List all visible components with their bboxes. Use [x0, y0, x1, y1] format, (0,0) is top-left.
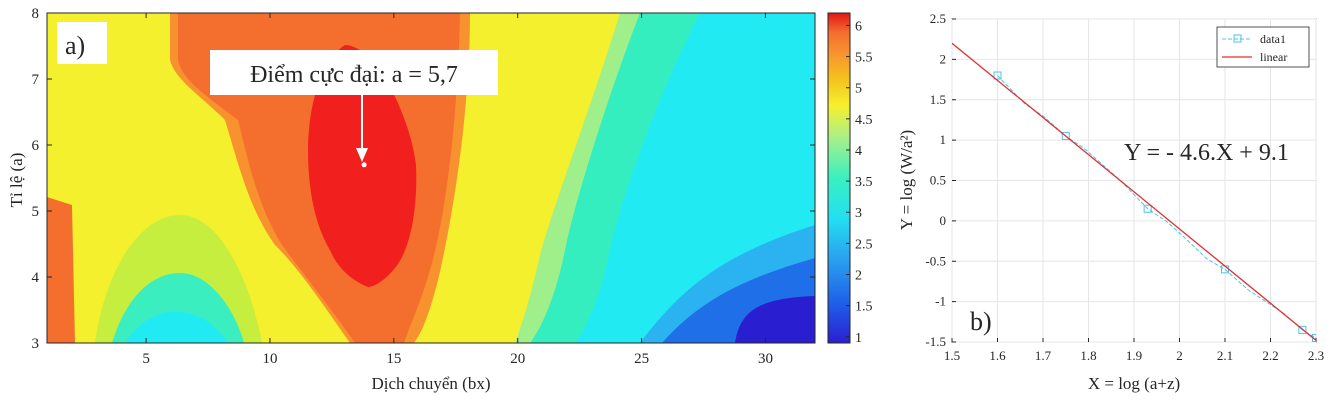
- colorbar-tick-label: 4: [855, 144, 862, 159]
- colorbar-tick-label: 4.5: [855, 113, 873, 128]
- plot-frame-a: [46, 12, 816, 344]
- data-point-data1: [1061, 132, 1070, 141]
- y-tick-label-b: 1.5: [930, 92, 946, 107]
- annotation-arrowhead: [356, 148, 368, 162]
- y-axis-label-a: Tỉ lệ (a): [7, 153, 26, 208]
- legend-marker-data1: [1233, 34, 1242, 43]
- data-point-data1: [1298, 325, 1307, 334]
- annotation-text: Điểm cực đại: a = 5,7: [250, 62, 458, 88]
- y-tick-label-b: 0.5: [930, 173, 946, 188]
- series-line-linear: [952, 42, 1316, 341]
- x-tick-label-a: 15: [386, 351, 401, 367]
- y-tick-label-b: 2.5: [930, 11, 946, 26]
- x-tick-label-b: 1.9: [1126, 348, 1142, 363]
- y-tick-label-a: 3: [32, 336, 40, 352]
- data-point-data1: [993, 71, 1002, 80]
- legend-label-data1: data1: [1260, 32, 1286, 46]
- colorbar-tick-label: 5.5: [855, 51, 873, 66]
- series-b: [952, 42, 1316, 342]
- contour-plot-a: [47, 13, 815, 343]
- x-tick-label-b: 2.1: [1217, 348, 1233, 363]
- x-tick-label-a: 10: [262, 351, 277, 367]
- x-tick-label-b: 1.6: [989, 348, 1006, 363]
- colorbar: [827, 12, 851, 344]
- contour-region-left-edge: [47, 197, 75, 343]
- y-tick-label-a: 8: [32, 6, 40, 22]
- annotation-box: [210, 50, 498, 95]
- x-tick-label-a: 5: [142, 351, 150, 367]
- x-tick-label-b: 1.8: [1080, 348, 1096, 363]
- y-tick-label-b: 2: [940, 51, 947, 66]
- colorbar-tick-label: 2: [855, 269, 862, 284]
- x-tick-label-a: 30: [758, 351, 773, 367]
- x-tick-label-b: 2.3: [1308, 348, 1324, 363]
- colorbar-tick-label: 3: [855, 206, 862, 221]
- y-tick-label-a: 4: [32, 270, 40, 286]
- colorbar-tick-label: 1.5: [855, 300, 873, 315]
- colorbar-tick-label: 2.5: [855, 237, 873, 252]
- y-tick-label-a: 5: [32, 204, 40, 220]
- x-tick-label-b: 1.7: [1035, 348, 1052, 363]
- x-tick-label-b: 2: [1176, 348, 1183, 363]
- panel-label-b: b): [970, 307, 992, 336]
- axis-ticks-a: 5 10 15 20 25 30 3 4 5 6 7 8: [32, 6, 815, 367]
- max-point-marker: [361, 162, 367, 168]
- legend-box: [1216, 26, 1310, 68]
- axis-ticks-b: 1.5 1.6 1.7 1.8 1.9 2 2.1 2.2 2.3 -1.5 -1 -0.5 0 0.5 1…: [925, 11, 1324, 363]
- fit-equation: Y = - 4.6.X + 9.1: [1124, 140, 1289, 166]
- colorbar-tick-label: 5: [855, 82, 862, 97]
- panel-label-a: a): [65, 31, 85, 60]
- legend-label-linear: linear: [1260, 50, 1287, 64]
- y-tick-label-a: 6: [32, 138, 40, 154]
- x-axis-label-a: Dịch chuyển (bx): [372, 374, 491, 393]
- y-tick-label-a: 7: [32, 72, 40, 88]
- x-tick-label-b: 2.2: [1262, 348, 1278, 363]
- colorbar-tick-label: 6: [855, 19, 862, 34]
- x-axis-label-b: X = log (a+z): [1088, 374, 1180, 393]
- colorbar-ticks: 1 1.5 2 2.5 3 3.5 4 4.5 5 5.5 6: [846, 19, 873, 346]
- contour-region-indigo: [735, 296, 815, 343]
- y-tick-label-b: -1: [935, 294, 946, 309]
- contour-region-lobe-cyan: [125, 311, 228, 343]
- y-axis-label-b: Y = log (W/a²): [897, 130, 916, 230]
- panel-label-box-a: [57, 22, 107, 64]
- y-tick-label-b: 1: [940, 132, 947, 147]
- x-tick-label-a: 25: [634, 351, 649, 367]
- x-tick-label-a: 20: [510, 351, 525, 367]
- x-tick-label-b: 1.5: [944, 348, 960, 363]
- y-tick-label-b: -1.5: [925, 334, 946, 349]
- colorbar-tick-label: 3.5: [855, 175, 873, 190]
- colorbar-tick-label: 1: [855, 331, 862, 346]
- y-tick-label-b: 0: [940, 213, 947, 228]
- y-tick-label-b: -0.5: [925, 253, 946, 268]
- legend-b: data1 linear: [1216, 26, 1310, 68]
- data-point-data1: [1143, 204, 1152, 213]
